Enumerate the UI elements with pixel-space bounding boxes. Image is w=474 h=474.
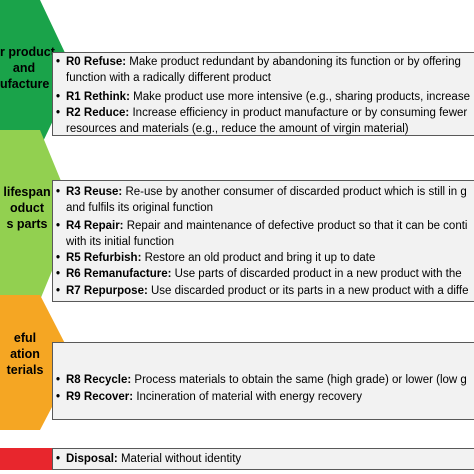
- list-item-r0: • R0 Refuse: Make product redundant by a…: [56, 56, 461, 84]
- list-item-r5: • R5 Refurbish: Restore an old product a…: [56, 252, 376, 264]
- panel-group-4: [52, 448, 474, 470]
- list-item-r4: • R4 Repair: Repair and maintenance of d…: [56, 220, 468, 248]
- list-item-r8: • R8 Recycle: Process materials to obtai…: [56, 374, 467, 386]
- list-item-r7: • R7 Repurpose: Use discarded product or…: [56, 285, 469, 297]
- chevron-label-3: eful ation terials: [6, 331, 44, 377]
- chevron-label-1: r product and ufacture: [0, 45, 55, 91]
- panel-group-3: [52, 342, 474, 420]
- panel-group-1: [52, 52, 474, 136]
- list-item-disposal: • Disposal: Material without identity: [56, 453, 242, 465]
- chevron-disposal: [0, 448, 52, 470]
- list-item-r6: • R6 Remanufacture: Use parts of discard…: [56, 268, 462, 280]
- list-item-r3: • R3 Reuse: Re-use by another consumer o…: [56, 186, 467, 214]
- list-item-r2: • R2 Reduce: Increase efficiency in prod…: [56, 107, 468, 135]
- panel-group-2: [52, 180, 474, 302]
- list-item-r1: • R1 Rethink: Make product use more inte…: [56, 91, 470, 103]
- chevron-label-2: lifespan oduct s parts: [3, 185, 51, 231]
- list-item-r9: • R9 Recover: Incineration of material w…: [56, 391, 362, 403]
